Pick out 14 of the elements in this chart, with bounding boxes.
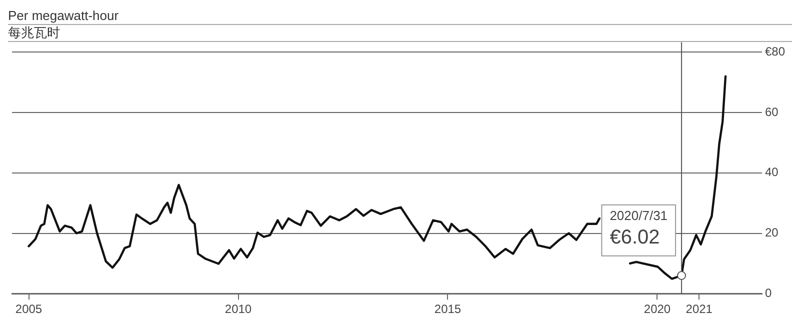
x-tick-label: 2010 bbox=[224, 302, 252, 316]
x-tick-label: 2005 bbox=[15, 302, 42, 316]
x-tick-label: 2015 bbox=[434, 302, 462, 316]
x-tick-label: 2020 bbox=[644, 302, 671, 316]
y-tick-label: 60 bbox=[764, 104, 779, 119]
annotation: 2020/7/31 bbox=[610, 208, 668, 223]
y-tick-label: €80 bbox=[764, 44, 786, 59]
y-tick-label: 0 bbox=[764, 286, 772, 300]
x-tick-label: 2021 bbox=[686, 302, 713, 316]
chart-subtitle: 每兆瓦时 bbox=[8, 25, 792, 42]
y-tick-label: 40 bbox=[764, 165, 779, 180]
y-tick-label: 20 bbox=[764, 226, 779, 240]
annotation: €6.02 bbox=[610, 226, 660, 248]
chart-title: Per megawatt-hour bbox=[8, 8, 792, 25]
